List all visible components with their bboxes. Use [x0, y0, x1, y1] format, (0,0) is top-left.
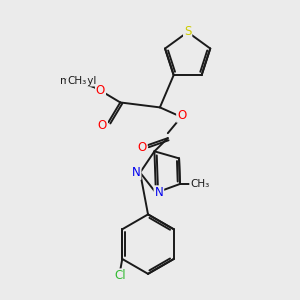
Text: O: O	[96, 84, 105, 97]
Text: O: O	[137, 140, 147, 154]
Text: S: S	[184, 25, 191, 38]
Text: CH₃: CH₃	[67, 76, 86, 85]
Text: O: O	[177, 109, 186, 122]
Text: N: N	[132, 166, 140, 179]
Text: methyl: methyl	[61, 76, 97, 85]
Text: CH₃: CH₃	[190, 179, 209, 189]
Text: N: N	[154, 186, 163, 199]
Text: O: O	[98, 119, 107, 132]
Text: methyl: methyl	[73, 82, 78, 83]
Text: Cl: Cl	[115, 269, 126, 282]
